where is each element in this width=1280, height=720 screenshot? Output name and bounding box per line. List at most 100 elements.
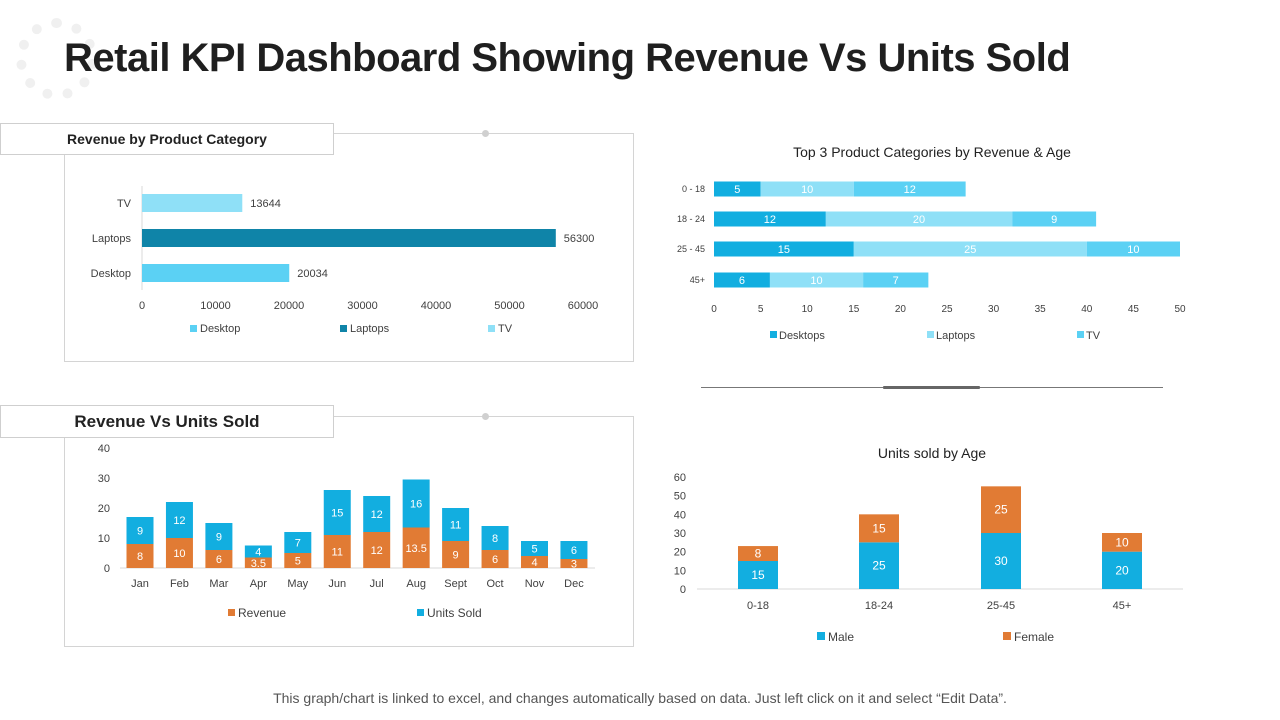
data-label: 20034 (297, 268, 328, 280)
data-label: 9 (1051, 214, 1057, 226)
x-tick-label: Aug (406, 578, 426, 590)
bar (142, 229, 556, 247)
x-tick-label: Dec (564, 578, 584, 590)
bar-segment (853, 241, 1087, 257)
bar-segment (1086, 241, 1180, 257)
y-tick-label: 20 (98, 503, 110, 515)
bar-segment (1102, 533, 1142, 552)
legend-label: Laptops (350, 323, 390, 335)
bar-segment (714, 211, 826, 227)
x-tick-label: 40 (1081, 304, 1093, 315)
decorative-dotted-circle (16, 18, 98, 100)
footer-note: This graph/chart is linked to excel, and… (273, 690, 1007, 706)
bar-segment (714, 241, 854, 257)
category-label: TV (117, 198, 132, 210)
chart-title: Units sold by Age (878, 445, 986, 461)
bar-segment (560, 541, 588, 559)
x-tick-label: 10 (802, 304, 814, 315)
data-label: 15 (331, 508, 343, 520)
data-label: 8 (492, 533, 498, 545)
x-tick-label: Mar (209, 578, 228, 590)
data-label: 15 (751, 568, 765, 582)
legend-swatch (1003, 632, 1011, 640)
data-label: 25 (994, 503, 1008, 517)
bar-segment (284, 553, 312, 568)
legend-swatch (770, 331, 777, 338)
bar-segment (1012, 211, 1097, 227)
data-label: 10 (1115, 535, 1129, 549)
data-label: 30 (994, 554, 1008, 568)
data-label: 6 (216, 554, 222, 566)
legend-swatch (488, 325, 495, 332)
x-tick-label: Jun (328, 578, 346, 590)
revenue-vs-units-panel (64, 416, 634, 647)
bar-segment (859, 542, 899, 589)
x-tick-label: 60000 (568, 300, 599, 312)
data-label: 9 (453, 550, 459, 562)
y-tick-label: 40 (674, 509, 686, 521)
y-tick-label: 0 (680, 584, 686, 596)
x-tick-label: 5 (758, 304, 764, 315)
x-tick-label: 35 (1035, 304, 1047, 315)
bar-segment (714, 272, 770, 288)
legend-swatch (190, 325, 197, 332)
data-label: 7 (295, 538, 301, 550)
x-tick-label: 40000 (421, 300, 452, 312)
category-label: Laptops (92, 233, 132, 245)
bar-segment (126, 517, 154, 544)
legend-swatch (1077, 331, 1084, 338)
data-label: 5 (295, 556, 301, 568)
bar-segment (165, 538, 193, 568)
legend-swatch (228, 609, 235, 616)
data-label: 8 (137, 551, 143, 563)
legend-label: Revenue (238, 606, 286, 620)
x-tick-label: Nov (525, 578, 545, 590)
data-label: 13.5 (405, 543, 426, 555)
bar-segment (126, 544, 154, 568)
x-tick-label: 20000 (274, 300, 305, 312)
data-label: 15 (778, 244, 790, 256)
y-tick-label: 10 (98, 533, 110, 545)
data-label: 25 (872, 559, 886, 573)
x-tick-label: May (287, 578, 308, 590)
x-tick-label: 30 (988, 304, 1000, 315)
data-label: 12 (764, 214, 776, 226)
legend-swatch (340, 325, 347, 332)
data-label: 6 (571, 545, 577, 557)
bar-segment (760, 181, 854, 197)
x-tick-label: 25 (941, 304, 953, 315)
bar-segment (738, 561, 778, 589)
x-tick-label: 0-18 (747, 600, 769, 612)
data-label: 6 (739, 275, 745, 287)
x-tick-label: 50 (1174, 304, 1186, 315)
bar-segment (481, 526, 509, 550)
bar-segment (560, 559, 588, 568)
data-label: 20 (1115, 563, 1129, 577)
bar-segment (981, 533, 1021, 589)
x-tick-label: 0 (711, 304, 717, 315)
data-label: 10 (810, 275, 822, 287)
bar-segment (323, 490, 351, 535)
category-label: 18 - 24 (677, 214, 705, 224)
legend-label: TV (1086, 330, 1101, 342)
x-tick-label: Jan (131, 578, 149, 590)
bar-segment (825, 211, 1013, 227)
data-label: 12 (371, 509, 383, 521)
panel-handle-dot (482, 413, 489, 420)
data-label: 3.5 (251, 558, 266, 570)
data-label: 20 (913, 214, 925, 226)
bar-segment (402, 527, 430, 568)
data-label: 10 (1127, 244, 1139, 256)
bar-segment (442, 508, 470, 541)
bar-segment (521, 541, 548, 556)
x-tick-label: 45 (1128, 304, 1140, 315)
bar-segment (363, 532, 391, 568)
bar-segment (205, 550, 233, 568)
legend-label: Laptops (936, 330, 976, 342)
category-label: Desktop (91, 268, 131, 280)
data-label: 9 (137, 526, 143, 538)
